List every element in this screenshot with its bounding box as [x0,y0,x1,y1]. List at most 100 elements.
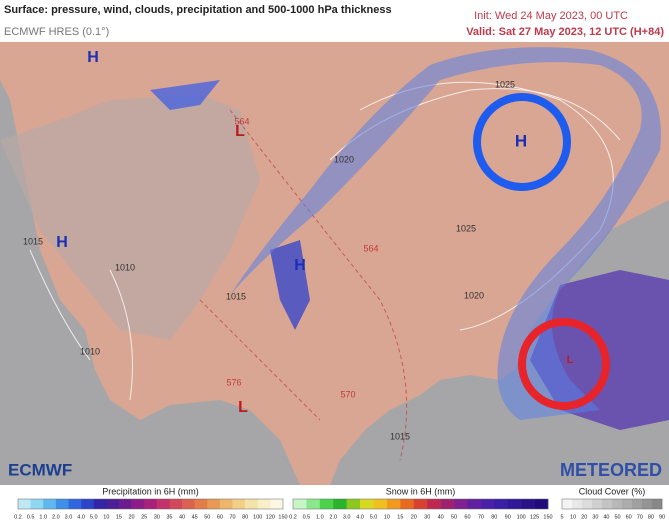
ecmwf-logo: ECMWF [8,460,72,479]
legend-swatch [386,499,401,509]
legend-swatch [360,499,374,509]
legend-swatch [144,499,158,509]
legend-tick: 5.0 [370,514,378,520]
precipitation [270,240,310,330]
init-time: Init: Wed 24 May 2023, 00 UTC [474,10,628,22]
legend-swatch [642,499,653,509]
legend-frame [292,498,549,510]
legend-tick: 45 [192,514,198,520]
legend-tick: 150 [543,514,552,520]
contour-label: 1015 [23,236,43,246]
legend-tick: 30 [424,514,430,520]
legend-tick: 0.2 [14,514,22,520]
legend-tick: 70 [229,514,235,520]
legend-tick: 150 [278,514,287,520]
legend-tick: 5 [560,514,563,520]
legend-swatch [182,499,195,509]
legend-tick: 50 [204,514,210,520]
legend-tick: 10 [103,514,109,520]
model: ECMWF HRES (0.1°) [4,26,109,38]
legend-swatch [467,499,482,509]
legend-swatch [118,499,132,509]
legend-tick: 60 [626,514,632,520]
title: Surface: pressure, wind, clouds, precipi… [4,4,392,16]
contour-label: 564 [363,243,378,253]
legend-swatch [454,499,468,509]
legend-tick: 100 [517,514,526,520]
legend-tick: 90 [505,514,511,520]
legend-tick: 5.0 [90,514,98,520]
legend-swatch [521,499,535,509]
legend-tick: 3.0 [343,514,351,520]
legend-swatch [413,499,428,509]
pressure-center: H [515,131,527,150]
legend-swatch [507,499,522,509]
high-pressure-ring [473,93,571,191]
legend-swatch [18,499,31,509]
precipitation [150,80,220,110]
legend-tick: 1.0 [316,514,324,520]
legend-tick: 60 [464,514,470,520]
legend-swatch [592,499,603,509]
legend-tick: 70 [478,514,484,520]
legend-tick: 4.0 [356,514,364,520]
legend-tick: 30 [154,514,160,520]
legend-tick: 15 [116,514,122,520]
legend-tick: 20 [129,514,135,520]
legend-title: Precipitation in 6H (mm) [102,486,199,496]
legend-swatch [207,499,221,509]
legend-tick: 80 [491,514,497,520]
legend-tick: 20 [581,514,587,520]
legend-tick: 20 [411,514,417,520]
legend-swatch [622,499,633,509]
pressure-center: L [235,123,245,140]
legend-swatch [319,499,334,509]
legend-tick: 60 [217,514,223,520]
legend-swatch [131,499,145,509]
legend-swatch [652,499,663,509]
legend-swatch [373,499,388,509]
legend-swatch [270,499,284,509]
valid-time: Valid: Sat 27 May 2023, 12 UTC (H+84) [466,26,664,38]
legend-swatch [30,499,44,509]
legend-tick: 35 [166,514,172,520]
legend-swatch [156,499,170,509]
legend-tick: 70 [637,514,643,520]
legend-swatch [632,499,643,509]
legend-tick: 40 [438,514,444,520]
pressure-center: L [238,399,248,416]
meteored-logo: METEORED [560,460,662,480]
legend-tick: 90 [659,514,665,520]
legend-swatch [245,499,259,509]
legend-swatch [219,499,233,509]
contour-label: 570 [340,389,355,399]
legend-tick: 40 [179,514,185,520]
legend-swatch [427,499,441,509]
legend-swatch [494,499,509,509]
legend-swatch [480,499,495,509]
legend-swatch [106,499,120,509]
contour-label: 1010 [115,262,135,272]
legend-tick: 10 [384,514,390,520]
contour-label: 1015 [226,291,246,301]
thickness-lines [199,109,408,461]
legend-swatch [440,499,455,509]
legend-tick: 0.5 [27,514,35,520]
legend-tick: 0.2 [289,514,297,520]
legend-tick: 40 [603,514,609,520]
legend-swatch [169,499,183,509]
legend-swatch [257,499,271,509]
legend-swatch [293,499,307,509]
legend-swatch [582,499,593,509]
low-pressure-ring [518,318,610,410]
legend-tick: 0.5 [303,514,311,520]
legend-swatch [572,499,583,509]
legend-tick: 10 [570,514,576,520]
map [0,42,669,485]
legend-tick: 2.0 [329,514,337,520]
legend-tick: 4.0 [77,514,85,520]
legend-swatch [93,499,107,509]
contour-label: 564 [234,116,249,126]
contour-label: 1015 [390,431,410,441]
